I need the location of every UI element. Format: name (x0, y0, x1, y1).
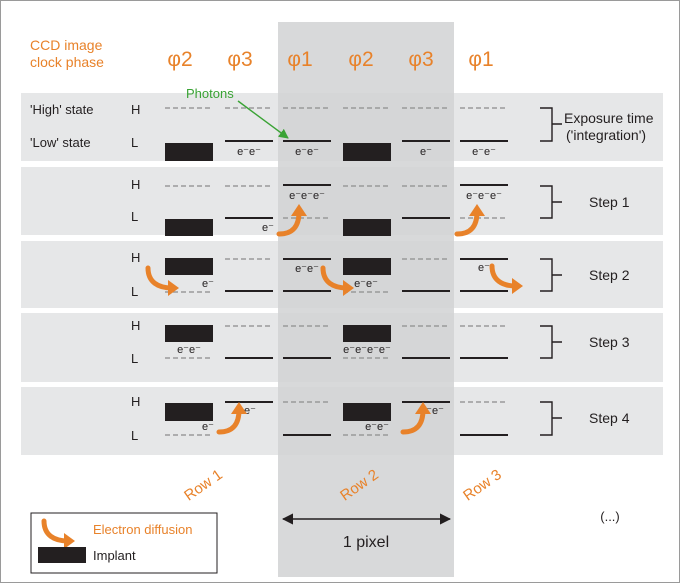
phase-label: φ3 (408, 48, 433, 71)
implant-block (343, 143, 391, 161)
implant-block (165, 403, 213, 421)
exposure-time-label: Exposure time (564, 110, 654, 126)
electron-charge: e⁻e⁻ (237, 146, 261, 158)
implant-swatch (38, 547, 86, 563)
step-label: Step 3 (589, 334, 630, 350)
electron-charge: e⁻e⁻ (365, 421, 389, 433)
phase-label: φ2 (348, 48, 373, 71)
h-label: H (131, 102, 140, 117)
legend: Electron diffusion Implant (30, 512, 218, 574)
clock-phase-title-line2: clock phase (30, 54, 104, 70)
clock-phase-title-line1: CCD image (30, 37, 103, 53)
dashed-levels (165, 325, 508, 359)
l-label: L (131, 209, 138, 224)
phase-label: φ3 (227, 48, 252, 71)
electron-charge: e⁻e⁻ (354, 278, 378, 290)
pixel-label: 1 pixel (343, 534, 389, 551)
implant-block (165, 325, 213, 342)
step-label: Step 1 (589, 194, 630, 210)
h-label: H (131, 250, 140, 265)
h-label: H (131, 177, 140, 192)
step-label: Step 2 (589, 267, 630, 283)
l-label: L (131, 351, 138, 366)
step-label: Step 4 (589, 410, 630, 426)
electron-charge: e⁻e⁻ (472, 146, 496, 158)
implant-block (343, 403, 391, 421)
photons-label: Photons (186, 86, 234, 101)
phase-label: φ2 (167, 48, 192, 71)
electron-charge: e⁻ (244, 405, 256, 417)
electron-charge: e⁻e⁻ (295, 263, 319, 275)
legend-implant-label: Implant (93, 548, 136, 563)
electron-charge: e⁻ (202, 278, 214, 290)
implant-block (165, 219, 213, 236)
electron-charge: e⁻ (420, 146, 432, 158)
phase-label: φ1 (287, 48, 312, 71)
electron-charge: e⁻e⁻ (295, 146, 319, 158)
solid-levels (225, 401, 508, 436)
implant-block (343, 219, 391, 236)
l-label: L (131, 284, 138, 299)
dashed-levels (165, 185, 508, 219)
pixel-row-label: Row 3 (460, 466, 505, 504)
solid-levels (225, 184, 508, 219)
implant-block (343, 325, 391, 342)
l-label: L (131, 135, 138, 150)
electron-charge: e⁻e⁻e⁻ (466, 190, 502, 202)
electron-charge: e⁻ (262, 222, 274, 234)
electron-charge: e⁻e⁻e⁻ (289, 190, 325, 202)
phase-label: φ1 (468, 48, 493, 71)
implant-block (165, 143, 213, 161)
row-brackets (540, 107, 562, 436)
electron-charge: e⁻ (202, 421, 214, 433)
ellipsis-label: (...) (600, 509, 620, 524)
h-label: H (131, 318, 140, 333)
low-state-label: 'Low' state (30, 135, 91, 150)
solid-levels (225, 258, 508, 292)
implant-block (343, 258, 391, 275)
pixel-row-label: Row 1 (181, 466, 226, 504)
implant-block (165, 258, 213, 275)
pixel-column-highlight (278, 22, 454, 577)
electron-charge: e⁻e⁻e⁻e⁻ (343, 344, 391, 356)
electron-charge: e⁻ (478, 262, 490, 274)
l-label: L (131, 428, 138, 443)
h-label: H (131, 394, 140, 409)
dashed-levels (165, 401, 508, 436)
photon-arrow (237, 100, 289, 139)
electron-charge: e⁻e⁻ (177, 344, 201, 356)
legend-diffusion-label: Electron diffusion (93, 522, 193, 537)
integration-label: ('integration') (566, 127, 646, 143)
high-state-label: 'High' state (30, 102, 94, 117)
